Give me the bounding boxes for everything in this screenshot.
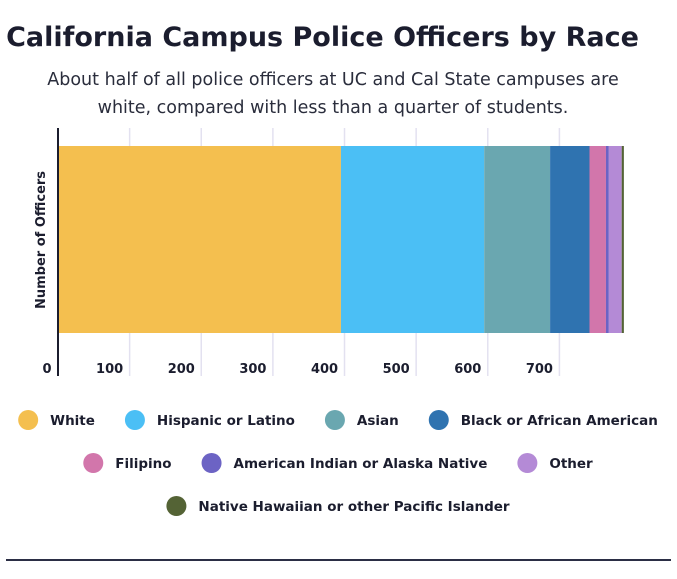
x-tick-label-500: 500 [383, 362, 410, 377]
x-tick-label-200: 200 [168, 362, 195, 377]
legend-label-asian: Asian [357, 413, 399, 429]
bar-segment-black-or-african-american[interactable] [550, 146, 590, 333]
bar-segment-asian[interactable] [484, 146, 551, 333]
x-tick-label-100: 100 [96, 362, 123, 377]
bottom-divider [6, 559, 671, 561]
legend-swatch-filipino[interactable] [83, 453, 104, 473]
axes: 0 100 200 300 400 500 600 700 Number of Officers [34, 128, 553, 377]
legend-label-native-hawaiian-or-other-pacific-islander: Native Hawaiian or other Pacific Islande… [198, 499, 510, 515]
legend-swatch-hispanic-or-latino[interactable] [124, 410, 145, 430]
legend-swatch-native-hawaiian-or-other-pacific-islander[interactable] [166, 496, 187, 516]
legend-swatch-american-indian-or-alaska-native[interactable] [201, 453, 222, 473]
legend-swatch-asian[interactable] [324, 410, 345, 430]
x-tick-label-400: 400 [311, 362, 338, 377]
bar-segment-other[interactable] [608, 146, 622, 333]
legend-label-filipino: Filipino [115, 456, 171, 472]
x-tick-label-700: 700 [526, 362, 553, 377]
bar-segment-hispanic-or-latino[interactable] [340, 146, 485, 333]
bar-segment-native-hawaiian-or-other-pacific-islander[interactable] [621, 146, 624, 333]
legend-swatch-white[interactable] [18, 410, 39, 430]
legend: White Hispanic or Latino Asian Black or Afr… [18, 410, 658, 516]
bar-segment-filipino[interactable] [589, 146, 606, 333]
legend-label-other: Other [549, 456, 593, 472]
y-axis-title: Number of Officers [34, 171, 49, 309]
legend-label-black-or-african-american: Black or African American [461, 413, 658, 429]
legend-label-american-indian-or-alaska-native: American Indian or Alaska Native [234, 456, 488, 472]
legend-label-hispanic-or-latino: Hispanic or Latino [157, 413, 295, 429]
x-tick-label-600: 600 [454, 362, 481, 377]
chart-subtitle: About half of all police officers at UC … [47, 70, 619, 118]
bar-segments [58, 146, 624, 333]
bar-segment-white[interactable] [58, 146, 341, 333]
legend-swatch-black-or-african-american[interactable] [428, 410, 449, 430]
chart-title: California Campus Police Officers by Rac… [6, 22, 639, 53]
legend-label-white: White [50, 413, 95, 429]
x-tick-label-0: 0 [42, 362, 51, 377]
legend-swatch-other[interactable] [517, 453, 538, 473]
bar-segment-american-indian-or-alaska-native[interactable] [605, 146, 609, 333]
x-tick-label-300: 300 [239, 362, 266, 377]
